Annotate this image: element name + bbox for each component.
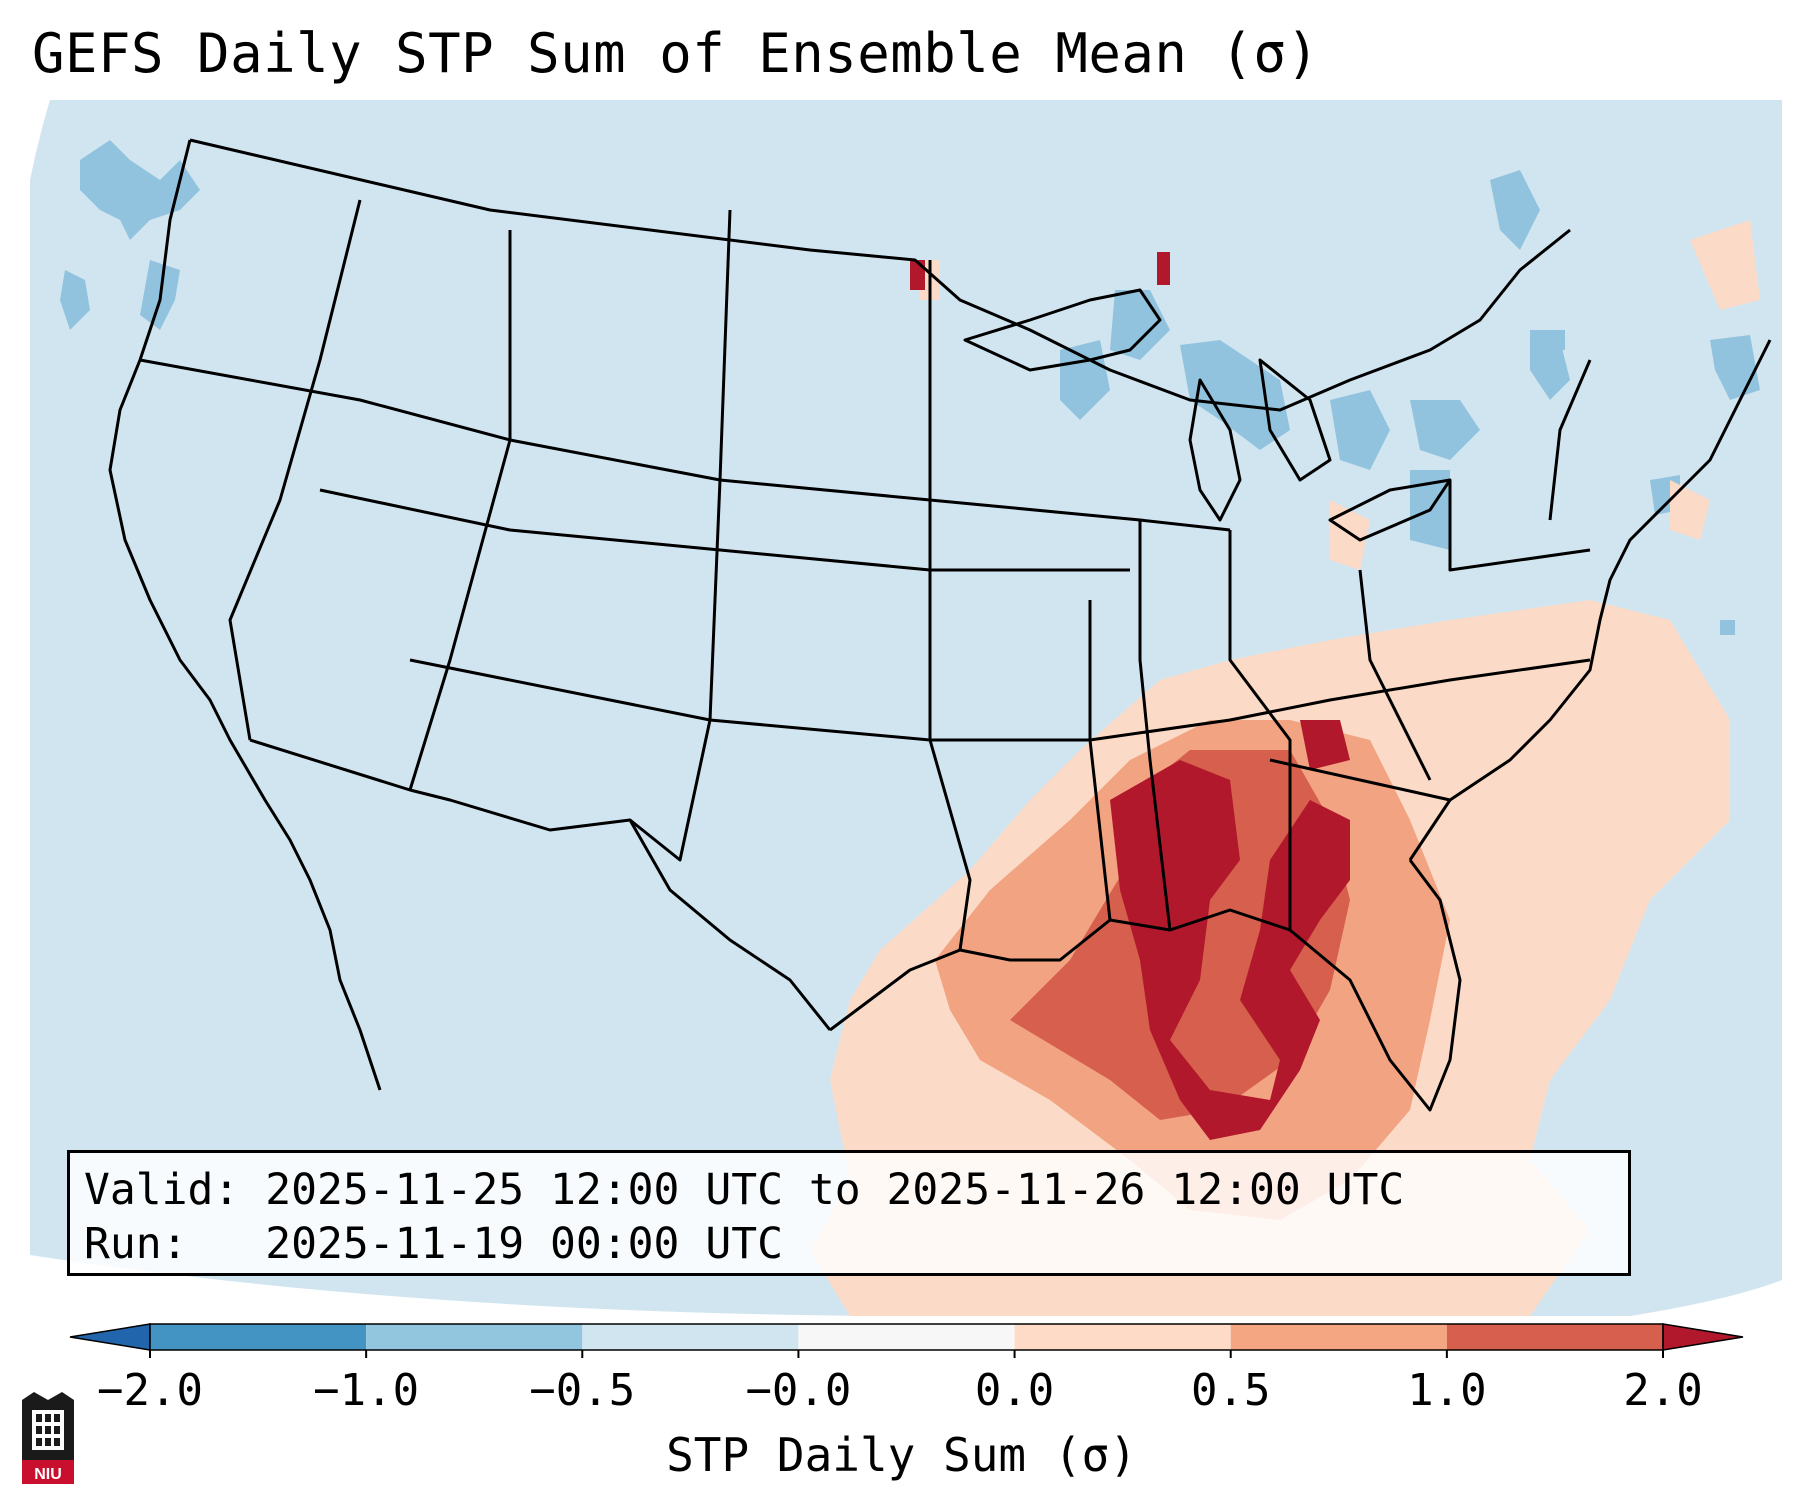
colorbar-tick-label: 0.5 — [1190, 1365, 1271, 1416]
colorbar-tick-label: 0.0 — [974, 1365, 1055, 1416]
colorbar-segment — [582, 1324, 799, 1350]
valid-time-line: Valid: 2025-11-25 12:00 UTC to 2025-11-2… — [84, 1165, 1405, 1215]
colorbar-segment — [1230, 1324, 1447, 1350]
atlantic-coastline — [1408, 339, 1772, 861]
lake-huron — [1258, 358, 1332, 482]
colorbar-label: STP Daily Sum (σ) — [666, 1428, 1137, 1482]
positive-anomaly-field — [810, 220, 1760, 1316]
us-canada-border — [189, 138, 1571, 412]
colorbar-segment — [1446, 1324, 1663, 1350]
negative-anomaly-patches — [60, 140, 1760, 635]
colorbar-segment — [366, 1324, 583, 1350]
pacific-coastline — [108, 139, 382, 1091]
colorbar-segment — [798, 1324, 1015, 1350]
colorbar-tick-label: −0.0 — [745, 1365, 852, 1416]
colorbar-extend-low — [69, 1323, 151, 1351]
map-panel — [30, 100, 1782, 1316]
colorbar-tick-label: −2.0 — [97, 1365, 203, 1416]
colorbar-tick-label: 1.0 — [1407, 1365, 1487, 1416]
map-borders — [108, 138, 1772, 1112]
colorbar-segment — [1014, 1324, 1231, 1350]
projection-edge-topleft — [30, 100, 50, 180]
niu-logo: NIU — [22, 1392, 74, 1484]
colorbar-tick-label: −1.0 — [313, 1365, 420, 1416]
lake-superior — [963, 288, 1162, 372]
lake-michigan — [1188, 378, 1242, 522]
svg-text:NIU: NIU — [34, 1466, 62, 1483]
colorbar-outline — [149, 1323, 1664, 1351]
colorbar-extend-high — [1662, 1323, 1744, 1351]
run-time-line: Run: 2025-11-19 00:00 UTC — [84, 1219, 783, 1269]
colorbar-tick-label: −0.5 — [529, 1365, 636, 1416]
valid-run-info-box: Valid: 2025-11-25 12:00 UTC to 2025-11-2… — [67, 1150, 1631, 1276]
gulf-coastline — [829, 859, 1462, 1112]
colorbar-segment — [150, 1324, 367, 1350]
map-canvas — [30, 100, 1782, 1316]
colorbar-tick-label: 2.0 — [1623, 1365, 1703, 1416]
colorbar — [69, 1323, 1744, 1358]
map-title: GEFS Daily STP Sum of Ensemble Mean (σ) — [32, 22, 1320, 85]
projection-edge-bottom — [30, 1255, 930, 1316]
lake-erie — [1328, 478, 1452, 542]
projection-edge-bottomright — [1630, 1280, 1782, 1316]
